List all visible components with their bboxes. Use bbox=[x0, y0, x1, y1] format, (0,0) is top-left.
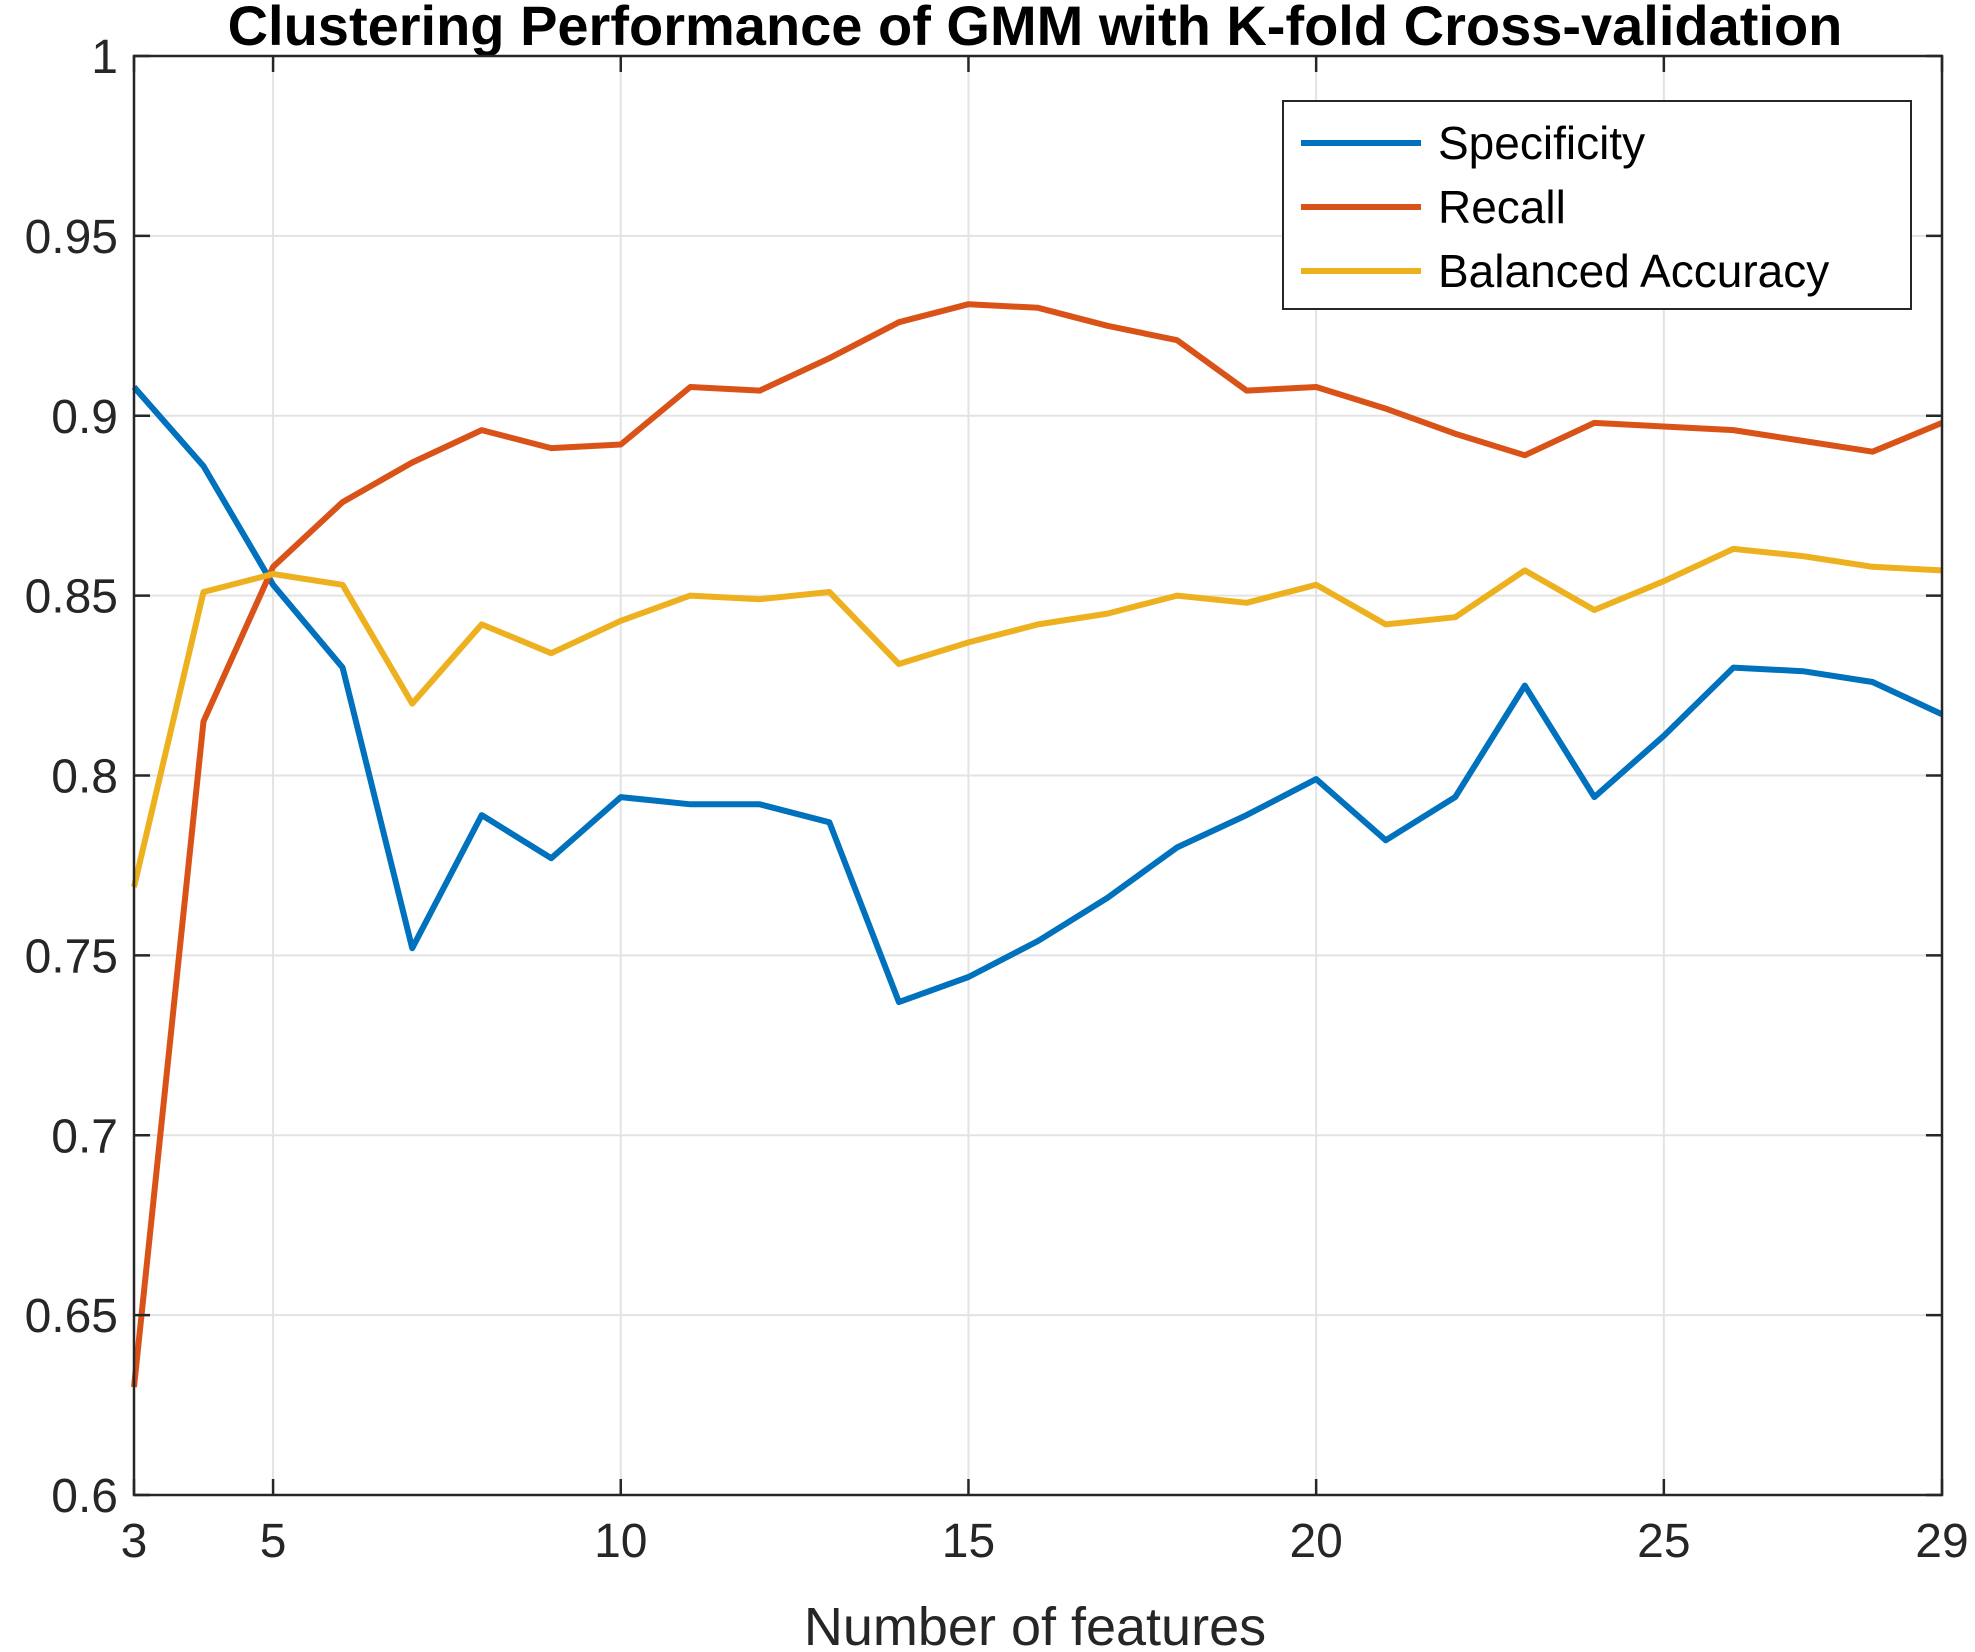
y-tick-label: 0.7 bbox=[51, 1110, 118, 1163]
series-line-balanced-accuracy bbox=[131, 545, 1943, 888]
x-tick-label: 15 bbox=[942, 1515, 995, 1568]
y-tick-label: 0.9 bbox=[51, 391, 118, 444]
legend: Specificity Recall Balanced Accuracy bbox=[1282, 100, 1912, 310]
chart-title: Clustering Performance of GMM with K-fol… bbox=[228, 0, 1843, 57]
legend-label-balanced-accuracy: Balanced Accuracy bbox=[1438, 245, 1829, 297]
y-tick-label: 0.8 bbox=[51, 751, 118, 804]
x-tick-label: 25 bbox=[1637, 1515, 1690, 1568]
legend-label-specificity: Specificity bbox=[1438, 117, 1645, 169]
series-lines bbox=[131, 301, 1944, 1388]
legend-label-recall: Recall bbox=[1438, 181, 1566, 233]
y-tick-label: 1 bbox=[91, 31, 118, 84]
y-tick-label: 0.95 bbox=[25, 211, 118, 264]
axis-ticks bbox=[132, 54, 1944, 1497]
x-tick-label: 3 bbox=[121, 1515, 148, 1568]
y-tick-label: 0.65 bbox=[25, 1290, 118, 1343]
x-tick-label: 29 bbox=[1915, 1515, 1968, 1568]
y-tick-label: 0.75 bbox=[25, 930, 118, 983]
y-tick-label: 0.6 bbox=[51, 1470, 118, 1523]
series-line-specificity bbox=[131, 385, 1944, 1006]
y-tick-label: 0.85 bbox=[25, 571, 118, 624]
x-axis-label: Number of features bbox=[804, 1597, 1266, 1652]
x-tick-label: 5 bbox=[260, 1515, 287, 1568]
tick-labels: 3 5 10 15 20 25 29 0.6 0.65 0.7 0.75 0.8 0.85 0.9 0.95… bbox=[25, 31, 1969, 1568]
x-tick-label: 20 bbox=[1289, 1515, 1342, 1568]
grid bbox=[134, 56, 1942, 1495]
series-line-recall bbox=[131, 301, 1944, 1388]
x-tick-label: 10 bbox=[594, 1515, 647, 1568]
